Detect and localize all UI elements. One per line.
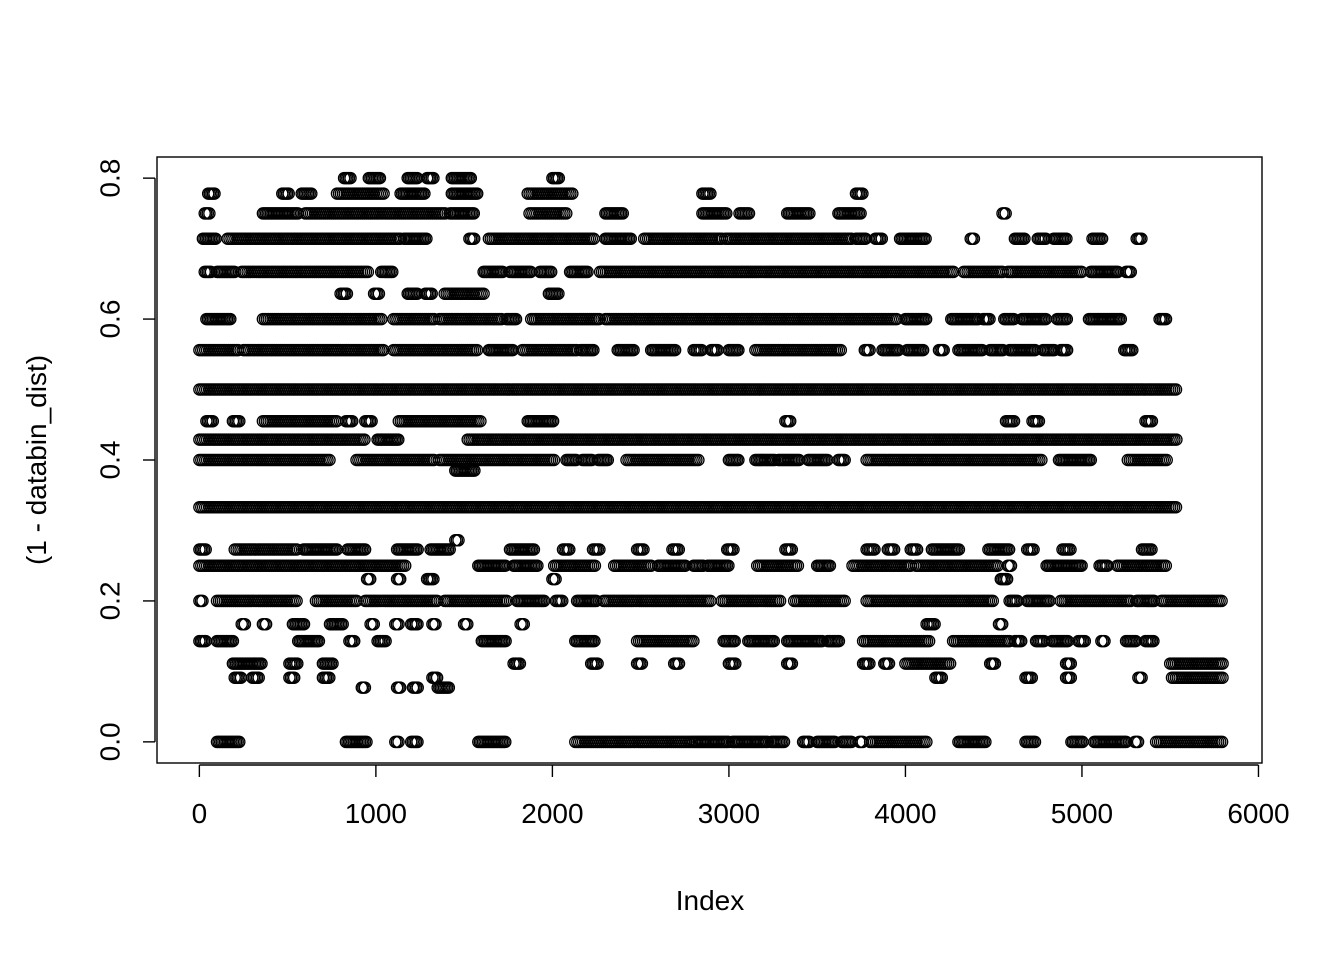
data-point xyxy=(203,207,216,220)
data-point xyxy=(386,265,399,279)
data-point xyxy=(224,312,237,326)
data-point xyxy=(470,187,484,200)
data-point xyxy=(1060,232,1073,245)
data-point xyxy=(1135,232,1148,245)
data-point xyxy=(704,187,717,200)
data-point xyxy=(477,287,490,300)
data-point xyxy=(742,207,756,220)
data-point xyxy=(427,171,440,185)
data-point xyxy=(509,312,523,326)
data-point xyxy=(552,171,566,185)
data-point xyxy=(372,287,386,300)
data-point xyxy=(854,207,867,220)
data-point xyxy=(208,187,221,200)
data-point xyxy=(592,312,606,326)
data-point xyxy=(999,207,1012,220)
data-point xyxy=(720,207,733,220)
data-point xyxy=(947,265,960,279)
data-point xyxy=(560,207,573,220)
data-point xyxy=(552,287,565,300)
data-point xyxy=(420,232,433,245)
data-point xyxy=(544,265,558,279)
data-point xyxy=(282,187,295,200)
data-point xyxy=(1124,265,1138,279)
data-point xyxy=(305,187,318,200)
data-point xyxy=(856,187,869,200)
data-point xyxy=(581,265,594,279)
data-point xyxy=(1018,232,1031,245)
data-points xyxy=(193,171,1229,749)
data-point xyxy=(467,207,481,220)
data-point xyxy=(375,312,388,326)
data-point xyxy=(425,287,438,300)
data-point xyxy=(373,171,387,185)
data-point xyxy=(919,232,932,245)
plot-frame xyxy=(156,156,1263,764)
data-point xyxy=(340,287,354,300)
data-point xyxy=(464,171,478,185)
data-point xyxy=(875,232,889,245)
data-point xyxy=(967,232,981,245)
data-point xyxy=(418,187,431,200)
data-point xyxy=(344,171,357,185)
data-point xyxy=(616,207,630,220)
data-point xyxy=(467,232,481,245)
data-point xyxy=(361,265,375,279)
data-point xyxy=(803,207,816,220)
data-point xyxy=(209,232,222,245)
data-point xyxy=(377,187,390,200)
data-point xyxy=(566,187,579,200)
data-point xyxy=(1095,232,1109,245)
data-point xyxy=(624,232,638,245)
